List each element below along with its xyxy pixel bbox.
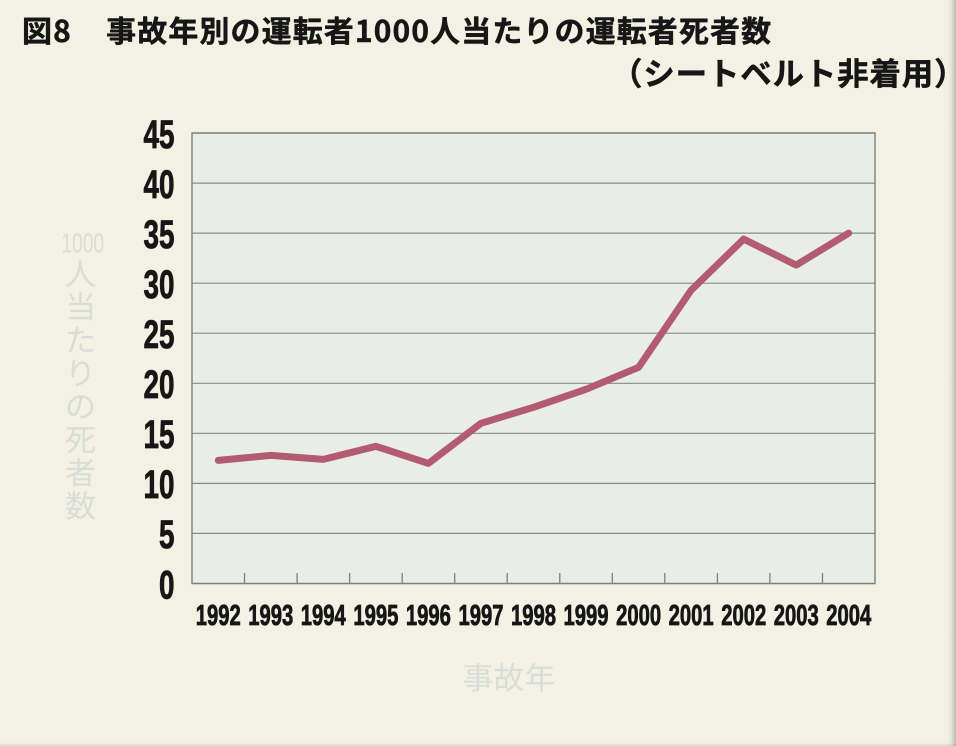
svg-text:25: 25 xyxy=(143,313,174,357)
svg-text:1998: 1998 xyxy=(511,601,556,632)
svg-text:2000: 2000 xyxy=(616,601,661,632)
svg-text:10: 10 xyxy=(143,463,174,507)
svg-text:45: 45 xyxy=(143,113,174,157)
svg-text:2001: 2001 xyxy=(669,601,714,632)
svg-text:1996: 1996 xyxy=(406,601,451,632)
svg-text:1000: 1000 xyxy=(61,229,104,259)
svg-text:1994: 1994 xyxy=(301,601,346,632)
svg-text:20: 20 xyxy=(143,363,174,407)
svg-text:1999: 1999 xyxy=(563,601,608,632)
svg-text:1995: 1995 xyxy=(353,601,398,632)
svg-text:0: 0 xyxy=(159,563,175,607)
svg-text:1993: 1993 xyxy=(248,601,293,632)
svg-text:15: 15 xyxy=(143,413,174,457)
svg-text:35: 35 xyxy=(143,213,174,257)
svg-text:30: 30 xyxy=(143,263,174,307)
svg-text:5: 5 xyxy=(159,513,175,557)
svg-text:2004: 2004 xyxy=(826,601,871,632)
svg-text:40: 40 xyxy=(143,163,174,207)
svg-text:1992: 1992 xyxy=(196,601,241,632)
svg-text:2002: 2002 xyxy=(721,601,766,632)
svg-text:2003: 2003 xyxy=(774,601,819,632)
svg-text:1997: 1997 xyxy=(458,601,503,632)
